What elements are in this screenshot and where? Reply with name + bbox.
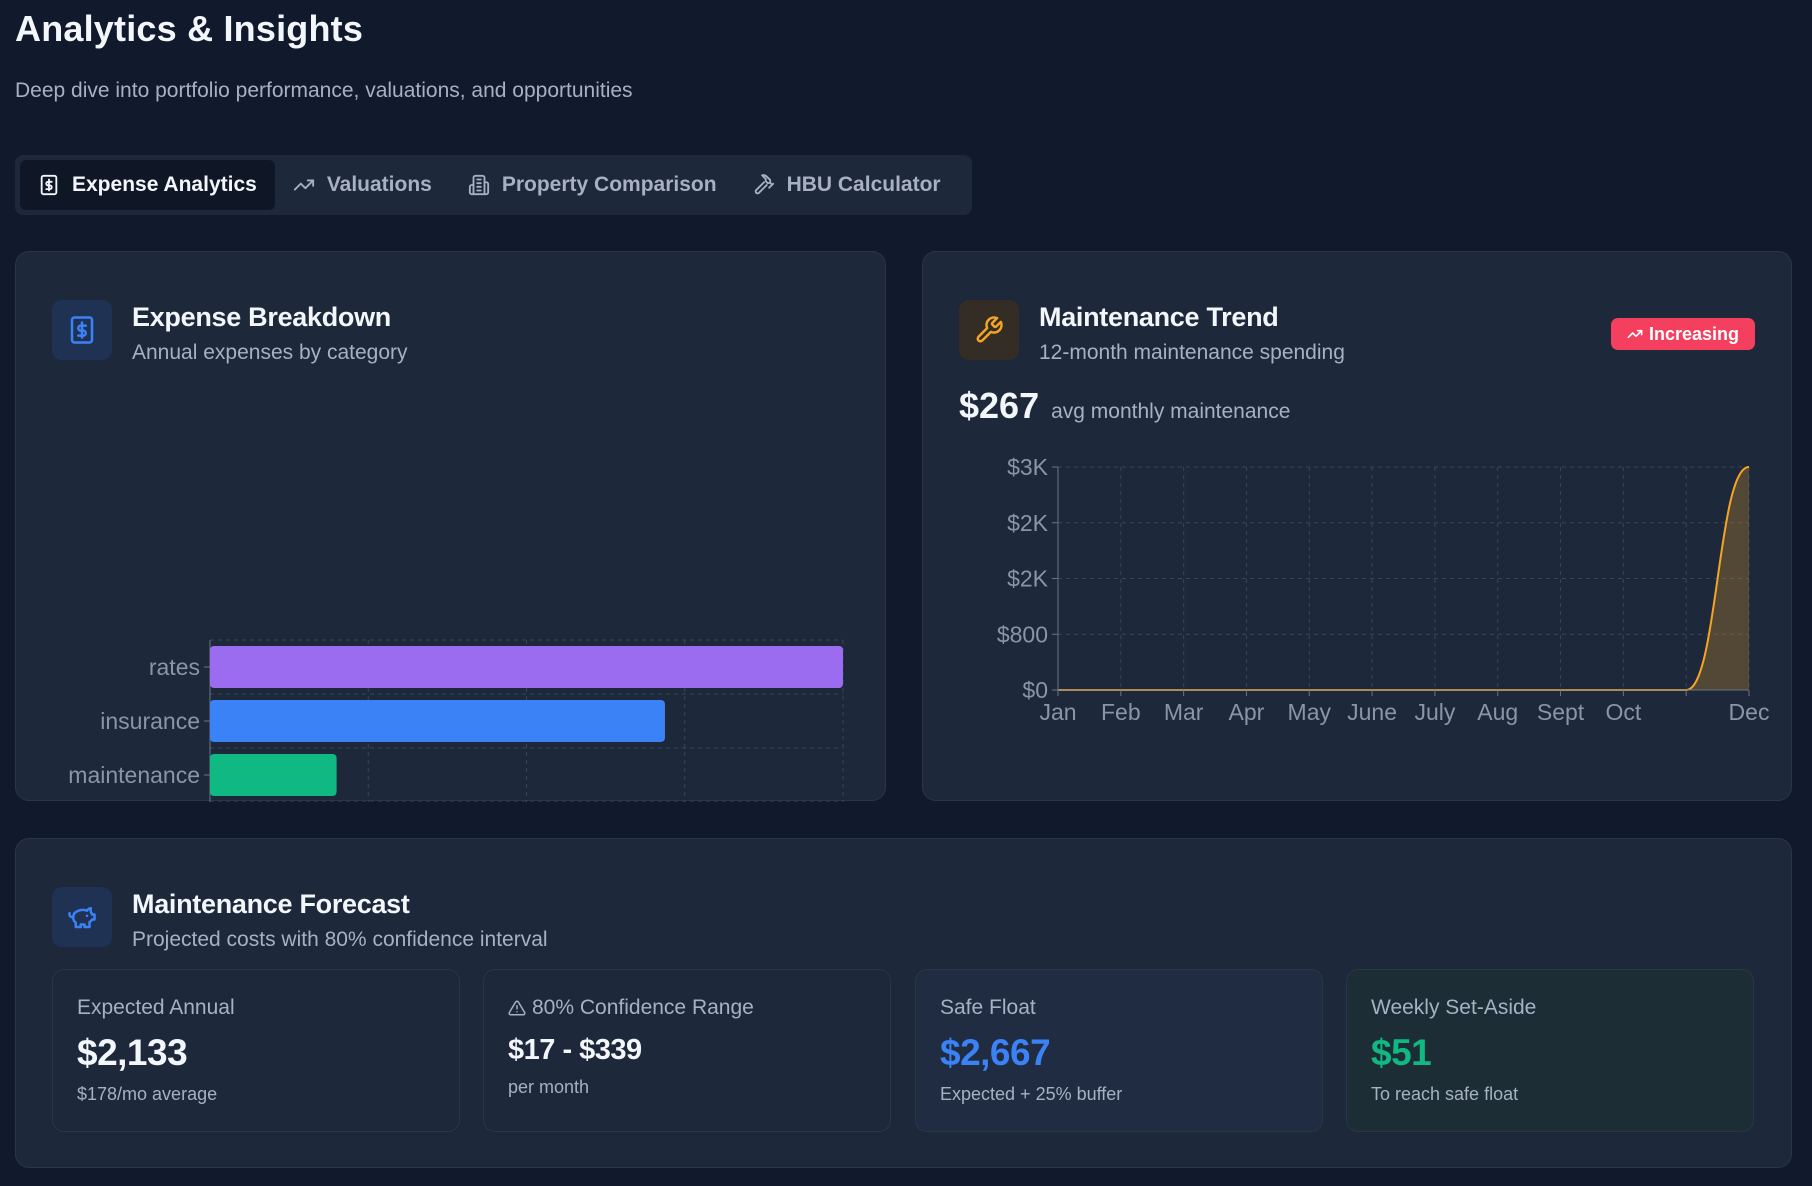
stat-label: Safe Float: [940, 996, 1036, 1019]
stat-label-row: 80% Confidence Range: [508, 996, 866, 1020]
stat-value: $51: [1371, 1032, 1432, 1073]
tab-valuations[interactable]: Valuations: [275, 160, 450, 210]
tab-hbu-calculator[interactable]: HBU Calculator: [735, 160, 959, 210]
x-tick-label: Sept: [1537, 699, 1585, 725]
building-icon: [468, 174, 489, 196]
x-tick-label: May: [1288, 699, 1332, 725]
maintenance-area-chart: $0 $800 $2K $2K $3K Jan Feb Mar Apr May June July Au…: [997, 454, 1770, 725]
card-header: Maintenance Forecast Projected costs wit…: [52, 887, 548, 952]
dollar-icon: [70, 316, 94, 344]
trend-badge: Increasing: [1610, 318, 1755, 350]
x-tick-label: July: [1414, 699, 1455, 725]
badge-label: Increasing: [1648, 323, 1739, 344]
stat-label: Expected Annual: [77, 996, 235, 1019]
expense-breakdown-card: Expense Breakdown Annual expenses by cat…: [15, 251, 886, 802]
maintenance-forecast-card: Maintenance Forecast Projected costs wit…: [15, 838, 1792, 1168]
bar-insurance: [210, 700, 665, 742]
avg-monthly-value: $267: [959, 385, 1040, 426]
stat-note: To reach safe float: [1371, 1084, 1519, 1104]
piggy-bank-icon: [68, 907, 96, 929]
card-title: Maintenance Trend: [1039, 302, 1279, 332]
bar-rates: [210, 646, 843, 688]
tab-bar: Expense Analytics Valuations Property Co…: [15, 155, 972, 215]
expense-bar-chart: ratesinsurancemaintenanceutilitiesmanage…: [68, 639, 844, 802]
warning-icon: [508, 1000, 526, 1016]
dollar-icon: [40, 174, 58, 196]
card-header: Expense Breakdown Annual expenses by cat…: [52, 300, 408, 365]
x-tick-label: Apr: [1229, 699, 1265, 725]
x-tick-label: June: [1347, 699, 1397, 725]
y-tick-label: rates: [149, 654, 200, 680]
stat-expected-annual: Expected Annual $2,133 $178/mo average: [52, 969, 460, 1132]
maintenance-trend-card: Maintenance Trend 12-month maintenance s…: [922, 251, 1792, 801]
icon-box: [52, 887, 112, 947]
stat-value: $2,667: [940, 1032, 1051, 1073]
stat-label: Weekly Set-Aside: [1371, 996, 1537, 1019]
avg-monthly-stat: $267 avg monthly maintenance: [959, 385, 1290, 427]
stat-note: Expected + 25% buffer: [940, 1084, 1123, 1104]
bar-maintenance: [210, 754, 337, 796]
tab-label: HBU Calculator: [786, 173, 941, 196]
stat-safe-float: Safe Float $2,667 Expected + 25% buffer: [915, 969, 1323, 1132]
y-tick-label: $2K: [1007, 510, 1049, 536]
trending-up-icon: [1627, 329, 1643, 339]
x-tick-label: Dec: [1729, 699, 1770, 725]
stat-weekly-set-aside: Weekly Set-Aside $51 To reach safe float: [1346, 969, 1754, 1132]
icon-box: [52, 300, 112, 360]
stat-value: $17 - $339: [508, 1034, 642, 1066]
trending-up-icon: [293, 179, 314, 191]
y-tick-label: $800: [997, 621, 1048, 647]
y-tick-label: maintenance: [68, 762, 200, 788]
tab-label: Valuations: [326, 173, 432, 196]
tab-label: Property Comparison: [501, 173, 717, 196]
tab-property-comparison[interactable]: Property Comparison: [450, 160, 735, 210]
stat-label: 80% Confidence Range: [532, 996, 754, 1019]
avg-monthly-label: avg monthly maintenance: [1051, 400, 1291, 423]
card-header: Maintenance Trend 12-month maintenance s…: [959, 300, 1345, 365]
wrench-icon: [976, 316, 1003, 343]
stat-note: $178/mo average: [77, 1084, 218, 1104]
stat-confidence-range: 80% Confidence Range $17 - $339 per mont…: [483, 969, 891, 1132]
card-title: Maintenance Forecast: [132, 889, 410, 919]
stat-value: $2,133: [77, 1032, 188, 1073]
page-title: Analytics & Insights: [15, 8, 364, 49]
card-subtitle: Annual expenses by category: [132, 341, 408, 364]
x-tick-label: Feb: [1101, 699, 1141, 725]
y-tick-label: $2K: [1007, 566, 1049, 592]
tab-expense-analytics[interactable]: Expense Analytics: [20, 160, 275, 210]
x-tick-label: Oct: [1605, 699, 1641, 725]
y-tick-label: insurance: [100, 708, 200, 734]
hammer-icon: [754, 174, 774, 195]
y-tick-label: $0: [1022, 677, 1048, 703]
x-tick-label: Aug: [1477, 699, 1518, 725]
y-tick-label: $3K: [1007, 454, 1049, 480]
page-subtitle: Deep dive into portfolio performance, va…: [15, 79, 633, 102]
card-subtitle: 12-month maintenance spending: [1039, 341, 1345, 364]
card-title: Expense Breakdown: [132, 302, 391, 332]
card-subtitle: Projected costs with 80% confidence inte…: [132, 928, 548, 951]
x-tick-label: Mar: [1164, 699, 1204, 725]
stat-note: per month: [508, 1077, 590, 1097]
tab-label: Expense Analytics: [72, 173, 257, 196]
x-tick-label: Jan: [1039, 699, 1076, 725]
icon-box: [959, 300, 1019, 360]
